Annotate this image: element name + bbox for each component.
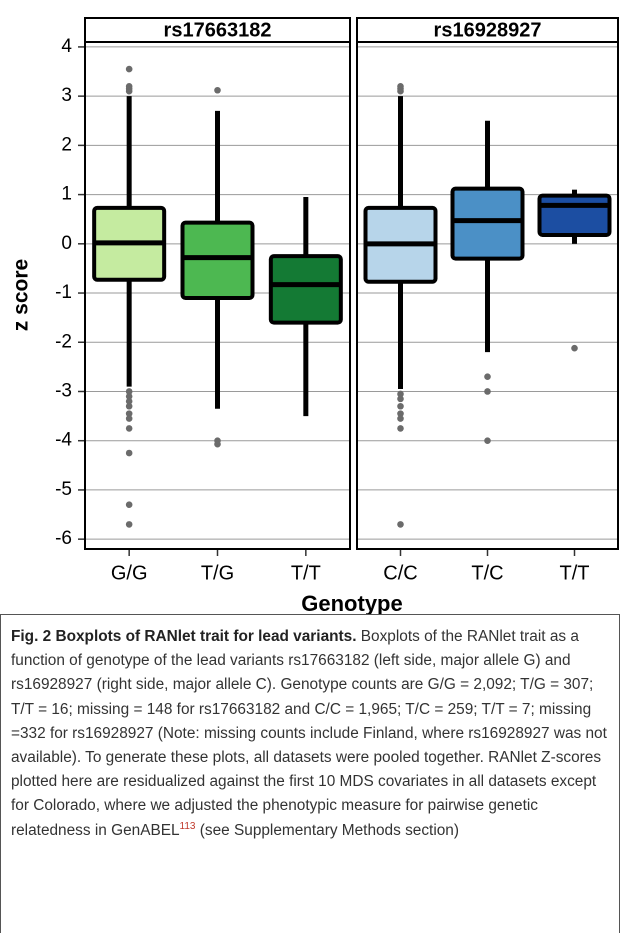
y-tick-label: 1 [61,184,72,205]
outlier [397,395,404,403]
outlier [397,415,404,422]
caption-body: (see Supplementary Methods section) [195,821,459,839]
y-tick-label: -2 [55,331,72,352]
outlier [484,388,491,395]
outlier [125,388,133,395]
outlier [125,449,133,457]
x-tick-label: T/T [560,562,590,584]
x-axis-label: Genotype [301,591,402,614]
y-tick-label: -1 [55,282,72,303]
panel-title: rs16928927 [434,19,542,41]
citation: 113 [179,820,196,832]
y-tick-label: 2 [61,134,72,155]
chart: z score Genotype -6 -5 -4 -3 -2 -1 0 1 2 3 4 G/G T/G… [10,17,619,614]
outlier [484,437,491,445]
outlier [397,410,404,417]
y-tick-label: -4 [55,430,72,451]
box [450,186,525,261]
y-tick-label: 4 [61,36,72,57]
outlier [397,402,404,410]
caption: Fig. 2 Boxplots of RANlet trait for lead… [0,614,620,933]
outlier [125,393,133,400]
panel-title: rs17663182 [164,19,272,41]
x-tick-label: T/G [201,562,234,584]
outlier [397,521,404,528]
panel-border [356,17,619,550]
outlier [484,373,491,381]
panel-border [84,17,351,550]
outlier [397,390,404,398]
caption-title: Fig. 2 Boxplots of RANlet trait for lead… [11,628,357,645]
x-tick-label: C/C [383,562,417,584]
outlier [125,398,133,405]
x-tick-label: G/G [111,562,148,584]
y-tick-label: -5 [55,479,72,500]
outlier [125,65,133,73]
outlier [214,86,221,94]
outlier [125,521,133,528]
outlier [125,410,133,417]
caption-body: Boxplots of the RANlet trait as a functi… [11,628,607,839]
outlier [125,83,133,90]
y-tick-label: 0 [61,233,72,254]
y-axis-label: z score [10,259,33,331]
outlier [125,402,133,410]
x-tick-label: T/C [471,562,503,584]
y-tick-label: -6 [55,528,72,549]
outlier [397,83,404,90]
box [537,193,612,237]
x-tick-label: T/T [291,562,321,584]
outlier [125,501,133,508]
box [268,254,343,325]
outlier [214,440,221,448]
outlier [125,415,133,422]
y-tick-label: 3 [61,85,72,106]
outlier [125,425,133,432]
y-tick-label: -3 [55,381,72,402]
box [180,220,255,300]
outlier [397,425,404,432]
outlier [571,344,578,352]
